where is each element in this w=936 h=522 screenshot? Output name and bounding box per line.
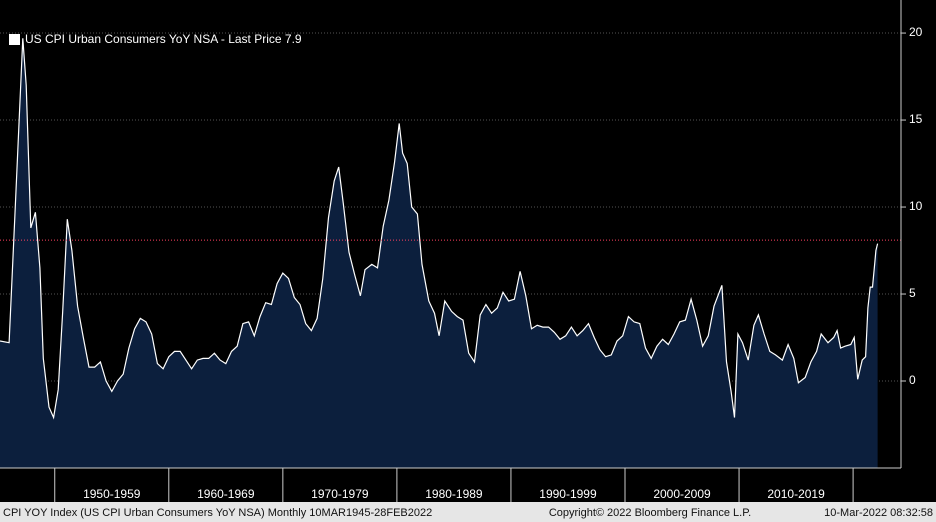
x-tick-label: 2000-2009 [653,487,711,501]
x-tick-label: 1970-1979 [311,487,369,501]
footer-center: Copyright© 2022 Bloomberg Finance L.P. [549,507,751,519]
x-tick-label: 1980-1989 [425,487,483,501]
area [0,38,878,469]
line [0,38,879,420]
y-tick-label: 15 [909,112,923,126]
x-tick-label: 1950-1959 [83,487,141,501]
x-tick-label: 1990-1999 [539,487,597,501]
legend-swatch [9,34,20,45]
y-tick-label: 10 [909,199,923,213]
x-tick-label: 1960-1969 [197,487,255,501]
x-tick-label: 2010-2019 [767,487,825,501]
footer-left: CPI YOY Index (US CPI Urban Consumers Yo… [3,507,432,519]
y-tick-label: 20 [909,25,923,39]
y-tick-label: 5 [909,286,916,300]
footer-bar [0,502,936,522]
footer-right: 10-Mar-2022 08:32:58 [824,507,933,519]
y-tick-label: 0 [909,373,916,387]
legend-label: US CPI Urban Consumers YoY NSA - Last Pr… [25,32,302,46]
